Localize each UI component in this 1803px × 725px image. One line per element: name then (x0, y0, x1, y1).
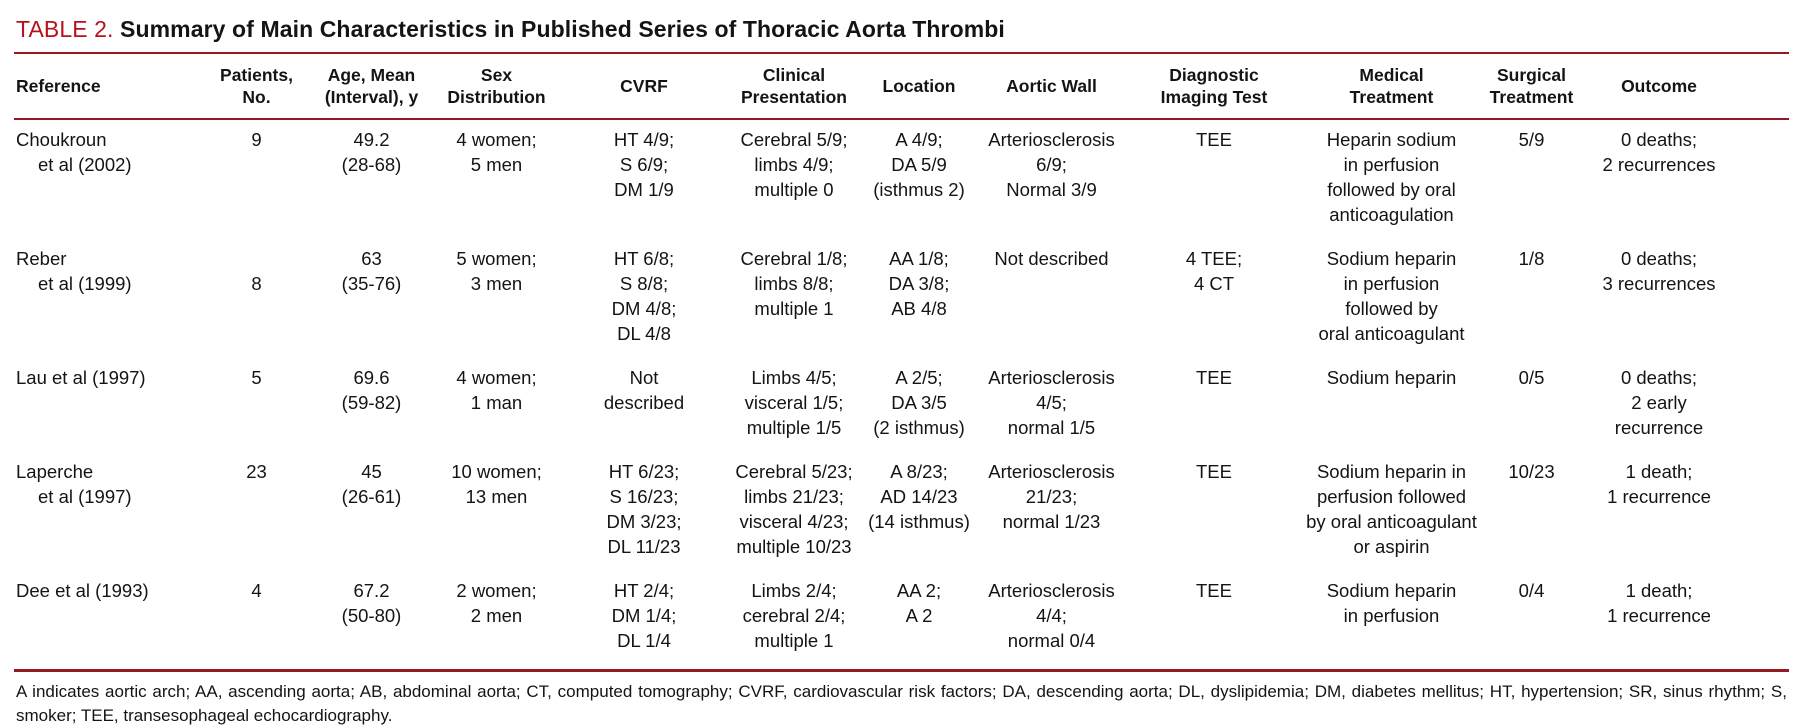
surgical-cell: 0/5 (1518, 367, 1545, 388)
column-header-reference: Reference (14, 54, 199, 120)
surgical-cell: 10/23 (1508, 461, 1555, 482)
aortic-wall-cell: Not described (994, 248, 1109, 269)
imaging-cell: TEE (1196, 129, 1232, 150)
medical-cell: Sodium heparin in perfusion followed by … (1306, 461, 1477, 557)
clinical-cell: Limbs 2/4; cerebral 2/4; multiple 1 (742, 580, 846, 651)
spacer-cell (1739, 571, 1789, 665)
medical-cell: Sodium heparin (1326, 367, 1457, 388)
age-cell: 63 (35-76) (341, 248, 402, 294)
cvrf-cell: HT 6/23; S 16/23; DM 3/23; DL 11/23 (606, 461, 682, 557)
clinical-cell: Cerebral 5/23; limbs 21/23; visceral 4/2… (735, 461, 853, 557)
medical-cell: Heparin sodium in perfusion followed by … (1326, 129, 1457, 225)
surgical-cell: 5/9 (1518, 129, 1545, 150)
footnote-rule (14, 669, 1789, 672)
spacer-cell (1739, 119, 1789, 239)
aortic-wall-cell: Arteriosclerosis 4/4; normal 0/4 (988, 580, 1115, 651)
column-header-cvrf: CVRF (564, 54, 724, 120)
table-title-text: Summary of Main Characteristics in Publi… (120, 16, 1005, 42)
location-cell: A 4/9; DA 5/9 (isthmus 2) (873, 129, 965, 200)
outcome-cell: 1 death; 1 recurrence (1607, 461, 1711, 507)
aortic-wall-cell: Arteriosclerosis 4/5; normal 1/5 (988, 367, 1115, 438)
table-row-laperche: Laperche et al (1997) 23 45 (26-61) 10 w… (14, 452, 1789, 571)
spacer-cell (1739, 239, 1789, 358)
reference-cell: Lau et al (1997) (16, 367, 146, 388)
age-cell: 45 (26-61) (341, 461, 402, 507)
imaging-cell: TEE (1196, 461, 1232, 482)
patients-cell: 23 (246, 461, 267, 482)
imaging-cell: TEE (1196, 367, 1232, 388)
patients-cell: 4 (251, 580, 262, 601)
column-header-outcome: Outcome (1579, 54, 1739, 120)
column-header-age: Age, Mean (Interval), y (314, 54, 429, 120)
spacer-cell (1739, 358, 1789, 452)
reference-cell: Laperche et al (1997) (16, 461, 132, 507)
column-header-surgical: Surgical Treatment (1484, 54, 1579, 120)
aortic-wall-cell: Arteriosclerosis 21/23; normal 1/23 (988, 461, 1115, 532)
spacer-cell (1739, 452, 1789, 571)
surgical-cell: 0/4 (1518, 580, 1545, 601)
sex-cell: 2 women; 2 men (456, 580, 537, 626)
reference-cell: Dee et al (1993) (16, 580, 149, 601)
patients-cell: 8 (251, 273, 262, 294)
table-row-dee: Dee et al (1993) 4 67.2 (50-80) 2 women;… (14, 571, 1789, 665)
table-row-reber: Reber et al (1999) 8 63 (35-76) 5 women;… (14, 239, 1789, 358)
column-header-medical: Medical Treatment (1299, 54, 1484, 120)
age-cell: 67.2 (50-80) (341, 580, 402, 626)
clinical-cell: Limbs 4/5; visceral 1/5; multiple 1/5 (744, 367, 844, 438)
column-header-clinical: Clinical Presentation (724, 54, 864, 120)
outcome-cell: 1 death; 1 recurrence (1607, 580, 1711, 626)
column-header-imaging: Diagnostic Imaging Test (1129, 54, 1299, 120)
medical-cell: Sodium heparin in perfusion followed by … (1318, 248, 1465, 344)
column-header-aortic-wall: Aortic Wall (974, 54, 1129, 120)
outcome-cell: 0 deaths; 2 early recurrence (1614, 367, 1704, 438)
age-cell: 49.2 (28-68) (341, 129, 402, 175)
location-cell: A 2/5; DA 3/5 (2 isthmus) (873, 367, 965, 438)
page-title: TABLE 2. Summary of Main Characteristics… (14, 0, 1789, 52)
table-number-label: TABLE 2. (16, 16, 114, 42)
cvrf-cell: HT 6/8; S 8/8; DM 4/8; DL 4/8 (611, 248, 677, 344)
summary-table: Reference Patients, No. Age, Mean (Inter… (14, 54, 1789, 665)
imaging-cell: TEE (1196, 580, 1232, 601)
medical-cell: Sodium heparin in perfusion (1326, 580, 1457, 626)
table-row-lau: Lau et al (1997) 5 69.6 (59-82) 4 women;… (14, 358, 1789, 452)
header-row: Reference Patients, No. Age, Mean (Inter… (14, 54, 1789, 120)
location-cell: AA 2; A 2 (896, 580, 942, 626)
abbreviations-footnote: A indicates aortic arch; AA, ascending a… (16, 682, 1787, 725)
table-row-choukroun: Choukroun et al (2002) 9 49.2 (28-68) 4 … (14, 119, 1789, 239)
imaging-cell: 4 TEE; 4 CT (1185, 248, 1243, 294)
surgical-cell: 1/8 (1518, 248, 1545, 269)
reference-cell: Reber et al (1999) (16, 248, 132, 294)
clinical-cell: Cerebral 1/8; limbs 8/8; multiple 1 (740, 248, 848, 319)
sex-cell: 4 women; 5 men (456, 129, 537, 175)
column-header-patients: Patients, No. (199, 54, 314, 120)
location-cell: A 8/23; AD 14/23 (14 isthmus) (868, 461, 970, 532)
spacer-column (1739, 54, 1789, 120)
reference-cell: Choukroun et al (2002) (16, 129, 132, 175)
cvrf-cell: HT 4/9; S 6/9; DM 1/9 (613, 129, 675, 200)
outcome-cell: 0 deaths; 3 recurrences (1602, 248, 1716, 294)
sex-cell: 10 women; 13 men (451, 461, 542, 507)
sex-cell: 4 women; 1 man (456, 367, 537, 413)
outcome-cell: 0 deaths; 2 recurrences (1602, 129, 1716, 175)
cvrf-cell: HT 2/4; DM 1/4; DL 1/4 (611, 580, 677, 651)
column-header-sex: Sex Distribution (429, 54, 564, 120)
column-header-location: Location (864, 54, 974, 120)
patients-cell: 5 (251, 367, 262, 388)
clinical-cell: Cerebral 5/9; limbs 4/9; multiple 0 (740, 129, 848, 200)
cvrf-cell: Not described (603, 367, 685, 413)
title-rule (14, 52, 1789, 54)
patients-cell: 9 (251, 129, 262, 150)
sex-cell: 5 women; 3 men (456, 248, 537, 294)
aortic-wall-cell: Arteriosclerosis 6/9; Normal 3/9 (988, 129, 1115, 200)
age-cell: 69.6 (59-82) (341, 367, 402, 413)
location-cell: AA 1/8; DA 3/8; AB 4/8 (888, 248, 950, 319)
